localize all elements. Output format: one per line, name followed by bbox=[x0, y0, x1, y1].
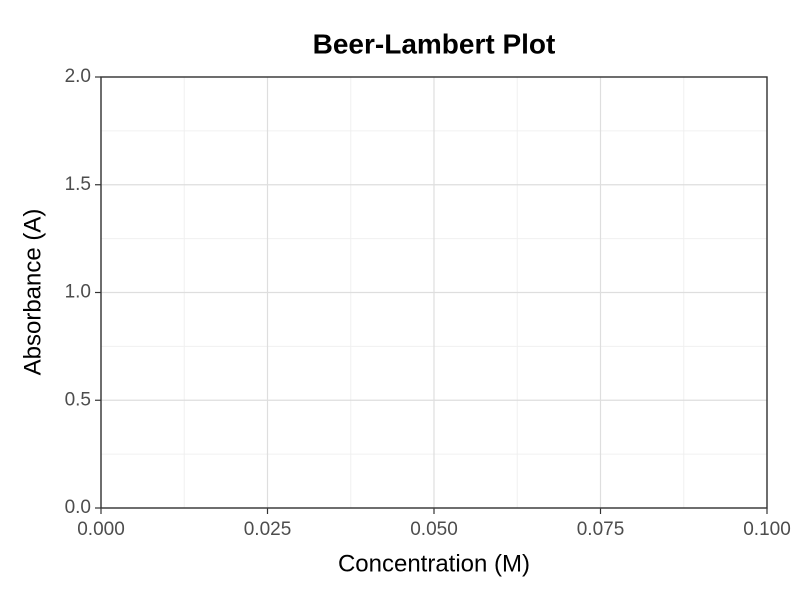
chart-title: Beer-Lambert Plot bbox=[313, 28, 556, 59]
x-axis-title: Concentration (M) bbox=[338, 550, 530, 577]
y-tick-label: 0.5 bbox=[65, 389, 91, 410]
y-tick-label: 2.0 bbox=[65, 66, 91, 87]
x-tick-label: 0.025 bbox=[244, 519, 292, 540]
y-axis-title: Absorbance (A) bbox=[19, 209, 46, 376]
x-tick-label: 0.100 bbox=[743, 519, 791, 540]
y-tick-label: 1.0 bbox=[65, 282, 91, 303]
x-tick-label: 0.000 bbox=[77, 519, 125, 540]
x-tick-label: 0.050 bbox=[410, 519, 458, 540]
panel-border bbox=[100, 76, 768, 509]
x-tick-label: 0.075 bbox=[577, 519, 625, 540]
y-tick-label: 0.0 bbox=[65, 497, 91, 518]
y-tick-label: 1.5 bbox=[65, 174, 91, 195]
